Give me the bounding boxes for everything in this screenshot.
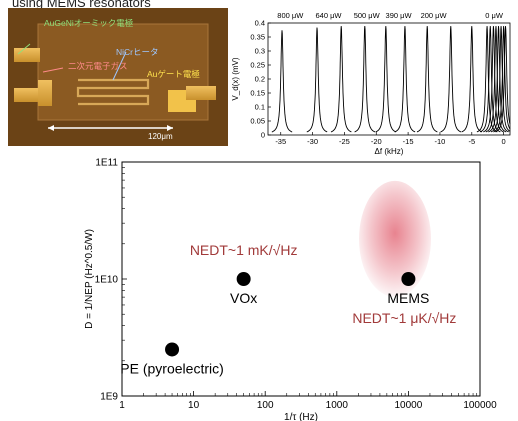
label-ohmic-electrode: AuGeNiオーミック電極: [44, 18, 134, 28]
detectivity-chart: 1 10 100 1000 10000 100000 1E9 1E10 1E11 1/τ (Hz)…: [84, 158, 497, 421]
resonance-peak-8: [461, 26, 483, 133]
micrograph-drawing: [8, 8, 228, 146]
x-tick-label: 100000: [463, 400, 497, 411]
power-label: 800 μW: [277, 11, 304, 20]
y-tick-label: 0.25: [250, 61, 265, 70]
y-tick-label: 0.3: [255, 47, 265, 56]
x-tick-label: 10000: [394, 400, 422, 411]
x-tick-label: -5: [468, 137, 475, 146]
x-axis-label: 1/τ (Hz): [284, 412, 318, 421]
resonance-peak-3: [354, 26, 376, 133]
x-tick-label: 10: [188, 400, 200, 411]
nedt-annotation: NEDT~1 μK/√Hz: [352, 310, 456, 326]
resonance-peak-2: [330, 26, 352, 133]
x-axis-label: Δf (kHz): [375, 147, 404, 156]
device-micrograph: AuGeNiオーミック電極 NiCrヒータ 二次元電子ガス Auゲート電極 12…: [8, 8, 228, 146]
x-tick-label: 1: [119, 400, 125, 411]
mems-highlight-region: [359, 180, 432, 297]
resonance-peak-13: [488, 26, 509, 133]
resonance-peak-0: [271, 30, 293, 133]
resonance-peak-5: [394, 26, 416, 133]
data-point-mems: [401, 272, 416, 286]
y-tick-label: 1E9: [100, 392, 118, 403]
power-label: 390 μW: [386, 11, 413, 20]
y-tick-label: 0.1: [255, 103, 265, 112]
x-tick-label: 100: [257, 400, 274, 411]
y-tick-label: 0.35: [250, 33, 265, 42]
x-tick-label: -10: [435, 137, 446, 146]
x-tick-label: -20: [371, 137, 382, 146]
y-tick-label: 0: [261, 131, 265, 140]
resonance-peak-11: [483, 26, 504, 133]
resonance-chart: -35 -30 -25 -20 -15 -10 -5 0 0 0.05 0.1 0.15 0.2 0.25…: [231, 11, 511, 156]
resonance-peak-7: [440, 26, 462, 133]
resonance-peak-6: [416, 26, 438, 133]
y-tick-label: 0.05: [250, 117, 265, 126]
y-tick-label: 0.15: [250, 89, 265, 98]
resonance-peak-14: [490, 26, 511, 133]
x-tick-label: 0: [502, 137, 506, 146]
point-label: PE (pyroelectric): [120, 360, 223, 376]
point-label: MEMS: [387, 290, 429, 306]
y-tick-label: 1E11: [95, 158, 118, 169]
label-gate-electrode: Auゲート電極: [147, 69, 200, 79]
power-label: 500 μW: [354, 11, 381, 20]
x-tick-label: 1000: [326, 400, 349, 411]
resonance-peak-1: [306, 27, 328, 133]
x-tick-label: -25: [339, 137, 350, 146]
figure-caption: using MEMS resonators: [12, 0, 151, 10]
data-point-pe: [165, 342, 180, 357]
resonance-peak-4: [375, 26, 397, 133]
label-2deg: 二次元電子ガス: [68, 61, 128, 71]
label-nicr-heater: NiCrヒータ: [116, 47, 159, 57]
point-label: VOx: [230, 290, 257, 306]
resonance-peak-12: [485, 26, 507, 133]
y-axis-label: V_d(x) (mV): [231, 57, 240, 100]
nedt-annotation: NEDT~1 mK/√Hz: [190, 242, 298, 258]
resonance-peak-16: [495, 26, 511, 133]
x-tick-label: -15: [403, 137, 414, 146]
scale-bar-label: 120μm: [148, 132, 173, 141]
y-tick-label: 0.4: [255, 19, 265, 28]
y-axis-label: D = 1/NEP (Hz^0.5/W): [84, 229, 95, 329]
data-point-vox: [236, 272, 251, 286]
x-tick-label: -35: [275, 137, 286, 146]
power-label: 640 μW: [316, 11, 343, 20]
power-label: 200 μW: [421, 11, 448, 20]
resonance-peak-15: [493, 26, 511, 133]
power-label: 0 μW: [485, 11, 504, 20]
x-tick-label: -30: [307, 137, 318, 146]
y-tick-label: 1E10: [95, 275, 119, 286]
y-tick-label: 0.2: [255, 75, 265, 84]
